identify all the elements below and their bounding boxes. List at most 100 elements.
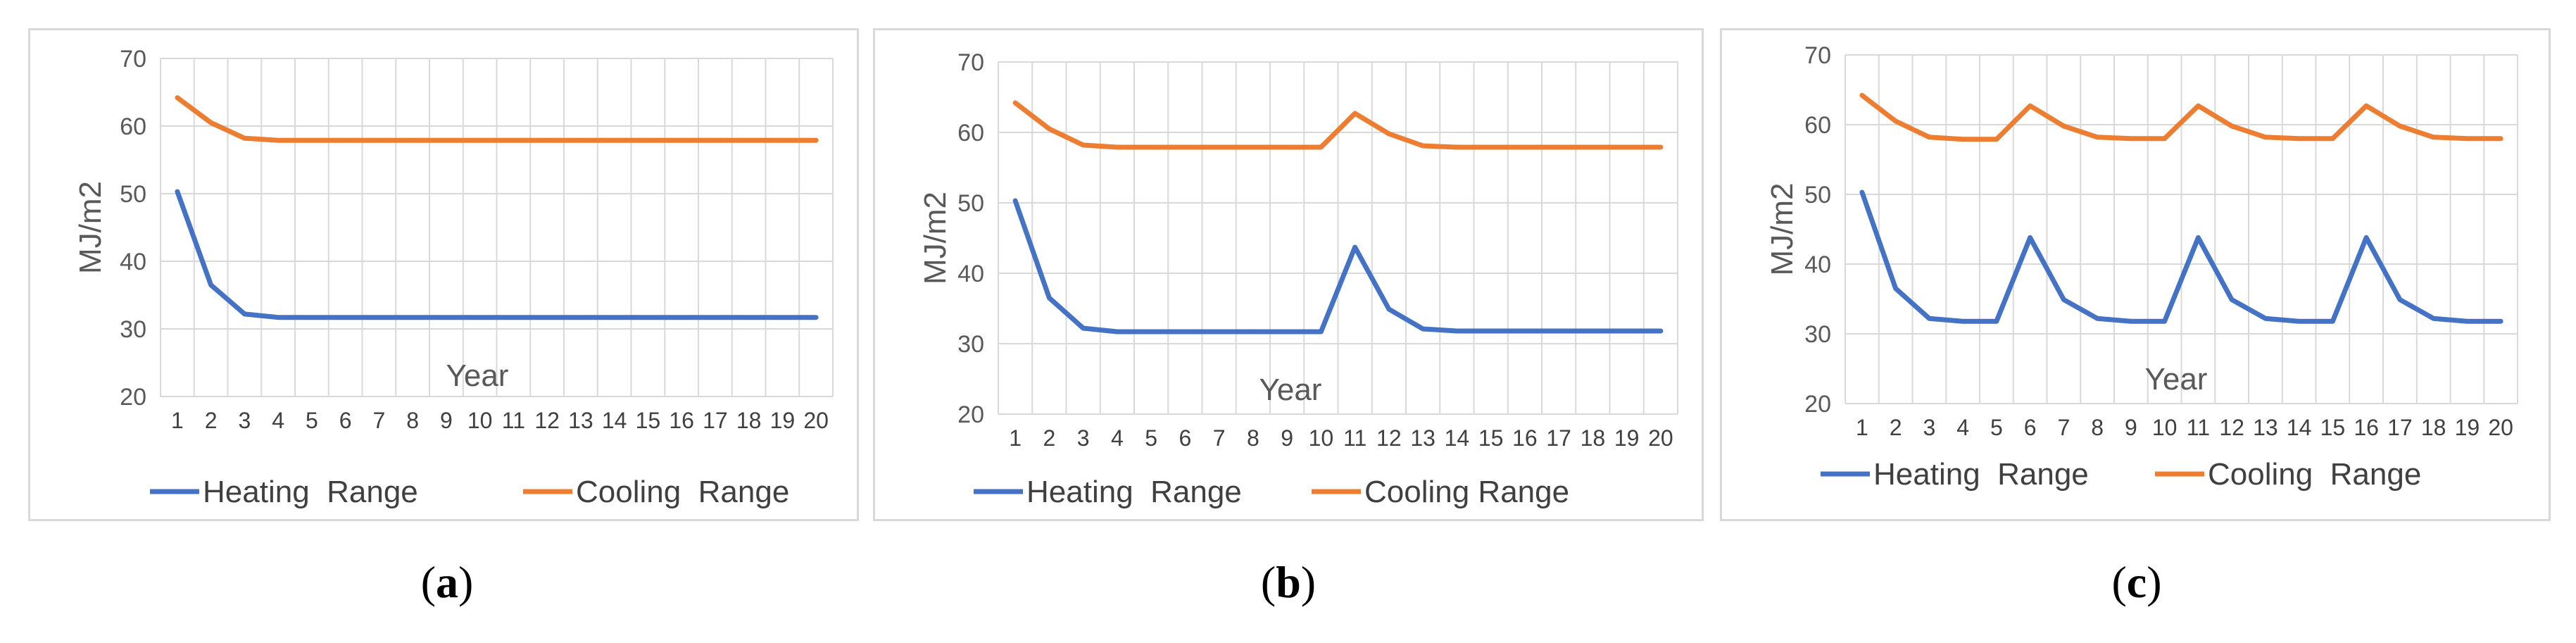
legend-label: Heating Range (1026, 475, 1242, 509)
legend-label: Heating Range (1873, 457, 2089, 492)
data-point (1455, 146, 1458, 149)
data-point (377, 139, 380, 142)
data-point (1490, 146, 1493, 149)
x-tick-label: 9 (1281, 425, 1293, 451)
x-tick-label: 5 (1145, 425, 1157, 451)
data-point (1961, 138, 1964, 141)
caption-c: (c) (2111, 557, 2162, 607)
data-point (1252, 146, 1255, 149)
data-point (411, 139, 414, 142)
y-tick-label: 40 (957, 261, 984, 287)
data-point (1591, 330, 1594, 332)
x-tick-label: 13 (568, 408, 593, 433)
x-tick-label: 9 (2125, 415, 2137, 440)
data-point (1523, 146, 1526, 149)
data-point (781, 139, 784, 142)
caption-b-label: b (1276, 557, 1301, 607)
data-point (1995, 320, 1998, 323)
x-tick-label: 5 (1990, 415, 2003, 440)
data-point (1861, 191, 1864, 194)
y-tick-label: 60 (120, 113, 146, 140)
x-tick-label: 18 (1581, 425, 1606, 451)
data-point (1659, 146, 1662, 149)
data-point (445, 316, 448, 319)
data-point (1523, 330, 1526, 332)
y-tick-label: 70 (120, 46, 146, 73)
y-tick-label: 70 (957, 49, 984, 76)
data-point (512, 316, 515, 319)
data-point (243, 137, 246, 139)
series-line-heating (175, 189, 819, 320)
x-tick-label: 13 (2253, 415, 2278, 440)
legend-label: Cooling Range (576, 475, 789, 509)
data-point (1626, 330, 1628, 332)
x-tick-label: 11 (2187, 415, 2210, 440)
y-tick-label: 20 (957, 401, 984, 428)
data-point (1557, 330, 1560, 332)
data-point (2130, 137, 2132, 140)
series-line-heating (1859, 189, 2503, 324)
data-point (2096, 317, 2099, 320)
data-point (1014, 199, 1017, 202)
x-tick-label: 20 (803, 408, 829, 433)
data-point (2062, 298, 2065, 301)
y-tick-label: 30 (957, 331, 984, 358)
x-tick-label: 14 (1445, 425, 1470, 451)
x-tick-label: 8 (406, 408, 419, 433)
data-point (815, 316, 817, 319)
data-point (2298, 137, 2301, 140)
x-tick-label: 17 (1546, 425, 1571, 451)
x-tick-label: 12 (534, 408, 560, 433)
data-point (1995, 138, 1998, 141)
data-point (2331, 137, 2334, 140)
data-point (344, 139, 347, 142)
data-point (1421, 327, 1424, 330)
data-point (2365, 236, 2368, 239)
y-tick-label: 30 (1804, 321, 1831, 348)
data-point (512, 139, 515, 142)
x-tick-label: 16 (2354, 415, 2379, 440)
data-point (1626, 146, 1628, 149)
data-point (1048, 127, 1050, 130)
x-tick-label: 18 (736, 408, 762, 433)
x-tick-label: 13 (1410, 425, 1435, 451)
x-tick-label: 18 (2421, 415, 2446, 440)
data-point (1388, 308, 1390, 311)
data-point (2264, 317, 2267, 320)
x-tick-label: 1 (171, 408, 184, 433)
chart-panel-c: 20 30 40 50 60 70 1 2 3 4 5 6 7 8 9 10 11 12 13 14 15 16 17 18 1… (1720, 28, 2551, 521)
y-tick-label: 50 (120, 181, 146, 208)
data-point (1895, 287, 1897, 290)
data-point (546, 139, 548, 142)
data-point (277, 316, 279, 319)
data-point (2499, 320, 2502, 323)
y-axis-label: MJ/m2 (1765, 183, 1799, 276)
x-tick-label: 20 (1648, 425, 1673, 451)
data-point (546, 316, 548, 319)
x-tick-label: 16 (1512, 425, 1538, 451)
x-tick-label: 11 (1343, 425, 1366, 451)
data-point (1082, 327, 1085, 330)
data-point (2365, 104, 2368, 107)
x-tick-label: 10 (467, 408, 493, 433)
data-point (748, 139, 750, 142)
data-point (1286, 330, 1288, 333)
data-point (2230, 125, 2233, 127)
data-point (1354, 112, 1357, 115)
data-point (2499, 137, 2502, 140)
x-tick-label: 11 (502, 408, 525, 433)
data-point (2163, 137, 2166, 140)
data-point (714, 316, 717, 319)
caption-a: (a) (420, 557, 474, 607)
data-point (1490, 330, 1493, 332)
data-point (1150, 330, 1152, 333)
data-point (2197, 104, 2199, 107)
data-point (748, 316, 750, 319)
x-tick-label: 7 (372, 408, 385, 433)
x-tick-label: 7 (1213, 425, 1226, 451)
data-point (1183, 146, 1186, 149)
data-point (2029, 236, 2032, 239)
data-point (2062, 125, 2065, 127)
